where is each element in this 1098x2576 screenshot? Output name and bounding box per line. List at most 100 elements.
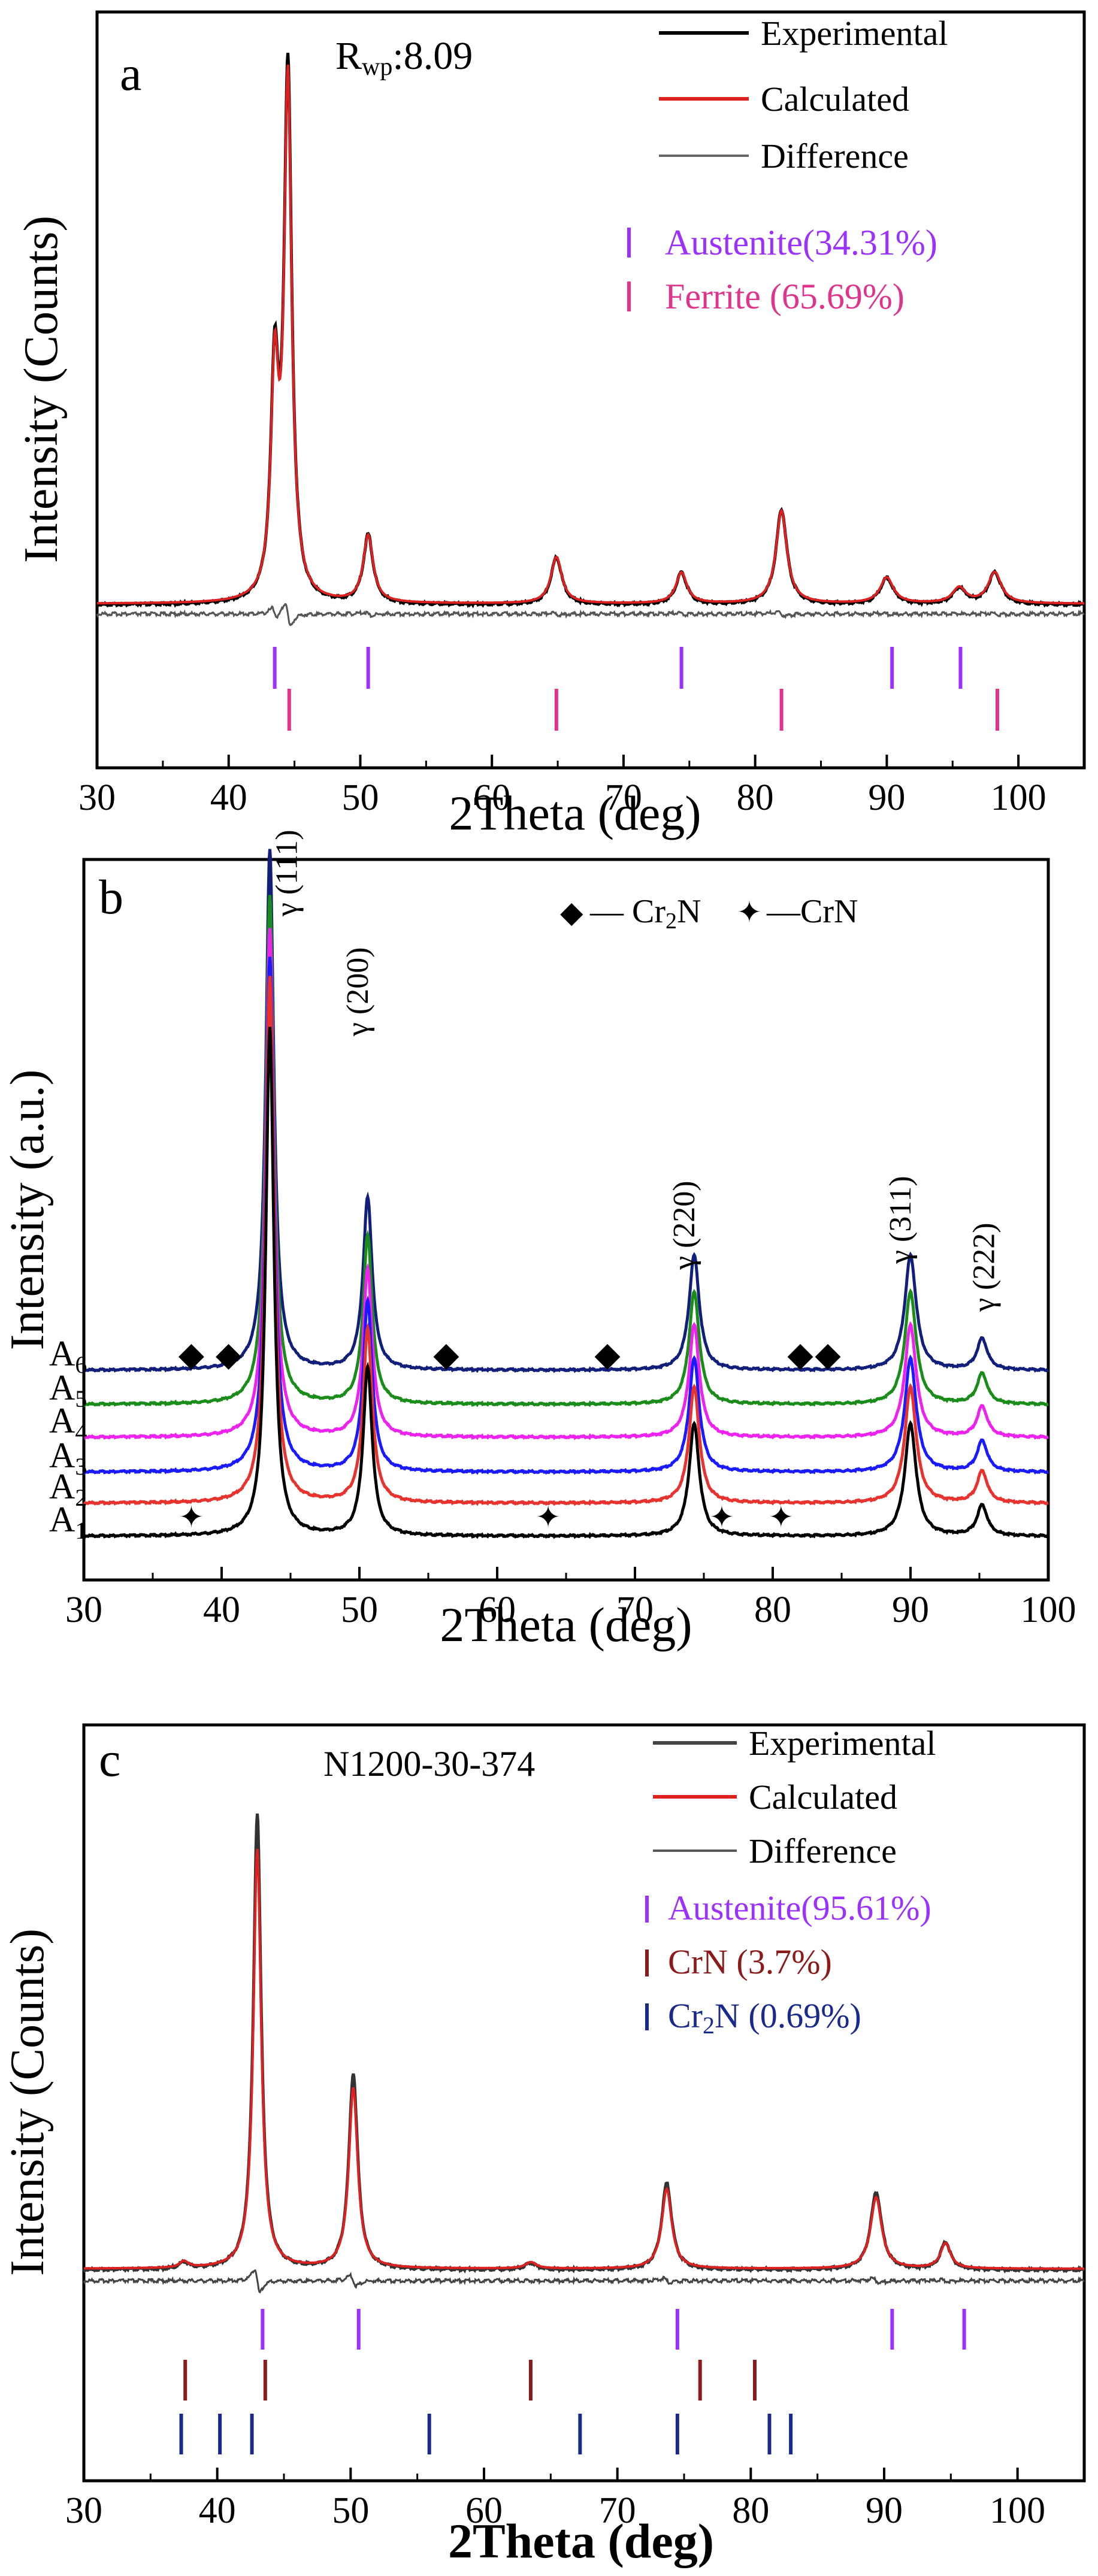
legend-phase-austenite: Austenite(95.61%) xyxy=(668,1888,931,1927)
panel-b-peak-label: γ (311) xyxy=(884,1176,918,1264)
panel-c-x-tick-label-90: 90 xyxy=(866,2490,903,2531)
panel-c-x-tick-label-80: 80 xyxy=(732,2490,769,2531)
legend-phase-ferrite: Ferrite (65.69%) xyxy=(665,277,905,316)
panel-a-x-tick-label-50: 50 xyxy=(341,777,379,818)
panel-b-cr2n-marker: ◆ xyxy=(216,1336,241,1373)
panel-c-x-tick-label-40: 40 xyxy=(199,2490,236,2531)
panel-c-ylabel: Intensity (Counts) xyxy=(1,1929,54,2276)
panel-a-x-tick-label-60: 60 xyxy=(473,777,510,818)
panel-b-series-A3 xyxy=(83,956,1049,1475)
panel-b-series-label-A2: A2 xyxy=(49,1467,87,1511)
panel-b: b ◆ — Cr2N ✦ —CrN γ (111)γ (200)γ (220) γ… xyxy=(1,830,1076,1652)
panel-b-crn-marker: ✦ xyxy=(769,1500,794,1534)
panel-b-crn-marker: ✦ xyxy=(709,1500,734,1534)
panel-a-experimental-line xyxy=(95,53,1085,609)
legend-cr2n-symbol: ◆ xyxy=(560,895,583,929)
panel-b-x-axis: 30 40 50 60 70 80 90 100 xyxy=(65,1567,1076,1630)
panel-a-calculated-line xyxy=(97,64,1084,605)
panel-c-experimental-line xyxy=(82,1813,1085,2274)
legend-cr2n-label: — Cr2N xyxy=(589,893,701,934)
panel-a-x-tick-label-30: 30 xyxy=(78,777,116,818)
panel-c-x-tick-label-50: 50 xyxy=(332,2490,369,2531)
legend-difference: Difference xyxy=(749,1832,897,1870)
panel-b-cr2n-marker: ◆ xyxy=(433,1336,459,1373)
panel-b-peak-label: γ (222) xyxy=(967,1222,1002,1312)
panel-a-difference-line xyxy=(96,603,1085,626)
panel-b-x-tick-label-90: 90 xyxy=(892,1590,929,1630)
panel-b-x-tick-label-80: 80 xyxy=(754,1590,791,1630)
panel-b-cr2n-marker: ◆ xyxy=(594,1336,620,1373)
panel-b-series-label-A5: A5 xyxy=(49,1368,87,1412)
panel-a-xlabel: 2Theta (deg) xyxy=(449,786,701,840)
panel-b-series-A5 xyxy=(83,895,1049,1407)
panel-b-cr2n-marker: ◆ xyxy=(787,1336,813,1373)
legend-crn-label: —CrN xyxy=(766,893,858,930)
panel-a-legend: Experimental Calculated Difference Auste… xyxy=(627,14,948,316)
panel-b-x-tick-label-100: 100 xyxy=(1021,1590,1076,1630)
panel-c-x-tick-label-60: 60 xyxy=(465,2490,503,2531)
legend-phase-austenite: Austenite(34.31%) xyxy=(665,223,937,262)
panel-b-series-A6 xyxy=(83,849,1049,1373)
panel-a: a Rwp:8.09 Experimental Calculated Diffe… xyxy=(15,10,1086,840)
legend-experimental: Experimental xyxy=(749,1724,936,1763)
panel-c-series xyxy=(82,1813,1085,2294)
panel-b-letter: b xyxy=(99,870,123,924)
panel-b-crn-marker: ✦ xyxy=(536,1500,561,1534)
panel-a-ylabel: Intensity (Counts) xyxy=(15,216,68,563)
panel-b-series-label-A1: A1 xyxy=(49,1500,87,1544)
panel-b-cr2n-marker: ◆ xyxy=(815,1336,840,1373)
panel-c-sample-label: N1200-30-374 xyxy=(323,1744,535,1784)
panel-b-x-tick-label-70: 70 xyxy=(616,1590,654,1630)
panel-a-x-axis: 30 40 50 60 70 80 90 100 xyxy=(78,755,1046,818)
panel-b-series-label-A4: A4 xyxy=(49,1401,87,1445)
panel-c-x-tick-label-70: 70 xyxy=(599,2490,636,2531)
panel-c-x-axis: 30 40 50 60 70 80 90 100 xyxy=(65,2468,1045,2531)
panel-b-phase-markers: ◆ ◆ ◆ ◆ ◆ ◆✦ ✦ ✦ ✦ xyxy=(179,1336,841,1534)
panel-b-peak-label: γ (220) xyxy=(667,1180,701,1270)
panel-b-series-A1 xyxy=(83,1027,1049,1539)
panel-c-frame xyxy=(82,1723,1086,2483)
panel-b-x-tick-label-30: 30 xyxy=(65,1590,102,1630)
panel-c-bragg-markers xyxy=(179,2309,966,2454)
panel-a-x-tick-label-80: 80 xyxy=(737,777,774,818)
legend-phase-crn: CrN (3.7%) xyxy=(668,1942,832,1981)
panel-a-x-tick-label-100: 100 xyxy=(991,777,1046,818)
panel-c-xlabel: 2Theta (deg) xyxy=(448,2514,714,2568)
panel-b-peak-label: γ (111) xyxy=(270,830,304,917)
panel-b-x-tick-label-60: 60 xyxy=(479,1590,516,1630)
panel-b-series xyxy=(83,849,1049,1539)
legend-calculated: Calculated xyxy=(761,80,909,119)
panel-a-series xyxy=(95,53,1085,626)
panel-a-rwp: Rwp:8.09 xyxy=(335,34,473,81)
panel-a-frame xyxy=(95,10,1086,770)
legend-difference: Difference xyxy=(761,137,909,175)
panel-b-series-A2 xyxy=(83,976,1049,1506)
panel-a-bragg-markers xyxy=(273,647,999,731)
panel-c-calculated-line xyxy=(84,1848,1084,2270)
panel-a-letter: a xyxy=(120,46,141,101)
panel-b-series-label-A6: A6 xyxy=(49,1334,87,1378)
panel-a-x-tick-label-90: 90 xyxy=(868,777,905,818)
panel-b-ylabel: Intensity (a.u.) xyxy=(1,1070,54,1351)
panel-b-series-label-A3: A3 xyxy=(49,1436,87,1480)
legend-experimental: Experimental xyxy=(761,14,948,53)
panel-b-peak-labels: γ (111) γ (200) γ (220) γ (311) γ (222) xyxy=(270,830,1002,1312)
panel-b-legend: ◆ — Cr2N ✦ —CrN xyxy=(560,893,858,934)
panel-b-x-tick-label-50: 50 xyxy=(341,1590,378,1630)
panel-c-x-tick-label-30: 30 xyxy=(65,2490,102,2531)
panel-b-x-tick-label-40: 40 xyxy=(203,1590,240,1630)
panel-a-x-tick-label-70: 70 xyxy=(605,777,642,818)
legend-crn-symbol: ✦ xyxy=(737,895,762,929)
panel-b-xlabel: 2Theta (deg) xyxy=(440,1597,692,1652)
panel-c-x-tick-label-100: 100 xyxy=(990,2490,1045,2531)
panel-c: c N1200-30-374 Experimental Calculated D… xyxy=(1,1723,1086,2568)
panel-b-series-A4 xyxy=(83,928,1049,1440)
panel-b-cr2n-marker: ◆ xyxy=(179,1336,204,1373)
legend-calculated: Calculated xyxy=(749,1778,897,1817)
legend-phase-cr2n: Cr2N (0.69%) xyxy=(668,1996,861,2039)
panel-b-crn-marker: ✦ xyxy=(179,1500,204,1534)
panel-c-difference-line xyxy=(83,2269,1085,2294)
panel-a-x-tick-label-40: 40 xyxy=(210,777,247,818)
